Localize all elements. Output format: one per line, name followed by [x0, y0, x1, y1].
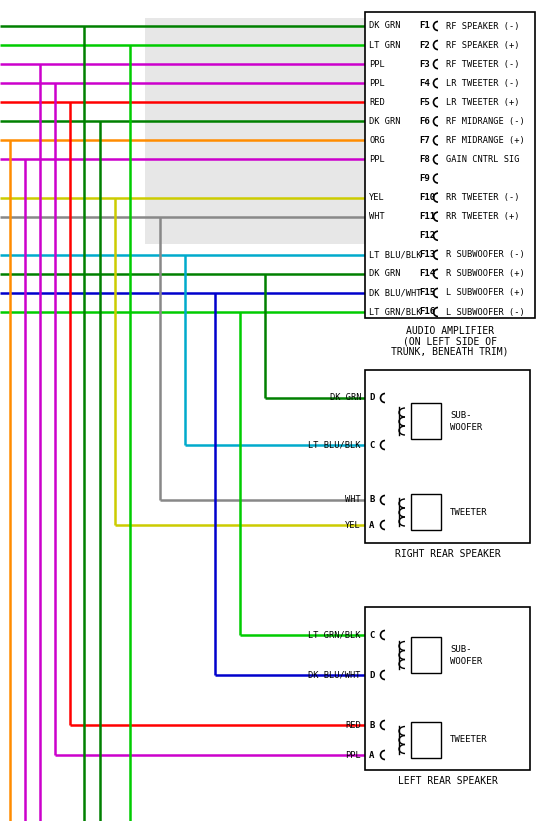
- Text: F2: F2: [419, 40, 430, 49]
- Text: (ON LEFT SIDE OF: (ON LEFT SIDE OF: [403, 336, 497, 346]
- Text: RF SPEAKER (+): RF SPEAKER (+): [446, 40, 520, 49]
- Text: YEL: YEL: [369, 193, 385, 202]
- Text: SUB-: SUB-: [450, 644, 472, 654]
- Text: RF MIDRANGE (-): RF MIDRANGE (-): [446, 117, 525, 126]
- Text: TRUNK, BENEATH TRIM): TRUNK, BENEATH TRIM): [391, 346, 509, 356]
- Text: ORG: ORG: [369, 136, 385, 144]
- Text: LT GRN/BLK: LT GRN/BLK: [308, 631, 361, 640]
- Text: F16: F16: [419, 308, 435, 317]
- Text: D: D: [369, 671, 374, 680]
- Text: TWEETER: TWEETER: [450, 736, 487, 745]
- Text: L SUBWOOFER (-): L SUBWOOFER (-): [446, 308, 525, 317]
- Bar: [365, 370, 530, 543]
- Bar: [411, 494, 441, 530]
- Text: R SUBWOOFER (-): R SUBWOOFER (-): [446, 250, 525, 259]
- Text: C: C: [369, 441, 374, 450]
- Text: WHT: WHT: [369, 212, 385, 221]
- Text: RF MIDRANGE (+): RF MIDRANGE (+): [446, 136, 525, 144]
- Text: F3: F3: [419, 60, 430, 69]
- Text: YEL: YEL: [345, 521, 361, 530]
- Text: B: B: [369, 496, 374, 504]
- Text: F9: F9: [419, 174, 430, 183]
- Text: PPL: PPL: [369, 60, 385, 69]
- Bar: [145, 18, 365, 244]
- Text: LT GRN/BLK: LT GRN/BLK: [369, 308, 422, 317]
- Text: DK GRN: DK GRN: [369, 269, 400, 278]
- Text: RED: RED: [345, 721, 361, 730]
- Text: LT GRN: LT GRN: [369, 40, 400, 49]
- Text: TWEETER: TWEETER: [450, 508, 487, 517]
- Text: PPL: PPL: [369, 79, 385, 88]
- Text: WOOFER: WOOFER: [450, 423, 482, 432]
- Text: LEFT REAR SPEAKER: LEFT REAR SPEAKER: [398, 776, 497, 786]
- Text: LT BLU/BLK: LT BLU/BLK: [369, 250, 422, 259]
- Text: R SUBWOOFER (+): R SUBWOOFER (+): [446, 269, 525, 278]
- Text: DK GRN: DK GRN: [369, 21, 400, 30]
- Text: RF SPEAKER (-): RF SPEAKER (-): [446, 21, 520, 30]
- Text: F6: F6: [419, 117, 430, 126]
- Text: F5: F5: [419, 98, 430, 107]
- Text: RR TWEETER (-): RR TWEETER (-): [446, 193, 520, 202]
- Text: RF TWEETER (-): RF TWEETER (-): [446, 60, 520, 69]
- Text: A: A: [369, 750, 374, 759]
- Text: A: A: [369, 521, 374, 530]
- Text: F11: F11: [419, 212, 435, 221]
- Bar: [365, 607, 530, 770]
- Text: SUB-: SUB-: [450, 411, 472, 420]
- Bar: [411, 637, 441, 673]
- Text: PPL: PPL: [345, 750, 361, 759]
- Text: C: C: [369, 631, 374, 640]
- Text: F12: F12: [419, 232, 435, 241]
- Text: RED: RED: [369, 98, 385, 107]
- Bar: [365, 12, 535, 318]
- Text: F14: F14: [419, 269, 435, 278]
- Text: PPL: PPL: [369, 155, 385, 164]
- Text: L SUBWOOFER (+): L SUBWOOFER (+): [446, 288, 525, 297]
- Text: LT BLU/BLK: LT BLU/BLK: [308, 441, 361, 450]
- Text: LR TWEETER (+): LR TWEETER (+): [446, 98, 520, 107]
- Text: WHT: WHT: [345, 496, 361, 504]
- Text: F15: F15: [419, 288, 435, 297]
- Text: DK GRN: DK GRN: [369, 117, 400, 126]
- Text: D: D: [369, 393, 374, 402]
- Text: F10: F10: [419, 193, 435, 202]
- Text: DK BLU/WHT: DK BLU/WHT: [369, 288, 422, 297]
- Text: F4: F4: [419, 79, 430, 88]
- Text: RIGHT REAR SPEAKER: RIGHT REAR SPEAKER: [394, 549, 500, 559]
- Text: AUDIO AMPLIFIER: AUDIO AMPLIFIER: [406, 326, 494, 336]
- Text: GAIN CNTRL SIG: GAIN CNTRL SIG: [446, 155, 520, 164]
- Text: F7: F7: [419, 136, 430, 144]
- Text: RR TWEETER (+): RR TWEETER (+): [446, 212, 520, 221]
- Text: B: B: [369, 721, 374, 730]
- Text: WOOFER: WOOFER: [450, 657, 482, 666]
- Bar: [411, 403, 441, 439]
- Bar: [411, 722, 441, 758]
- Text: DK BLU/WHT: DK BLU/WHT: [308, 671, 361, 680]
- Text: F13: F13: [419, 250, 435, 259]
- Text: DK GRN: DK GRN: [330, 393, 361, 402]
- Text: F1: F1: [419, 21, 430, 30]
- Text: LR TWEETER (-): LR TWEETER (-): [446, 79, 520, 88]
- Text: F8: F8: [419, 155, 430, 164]
